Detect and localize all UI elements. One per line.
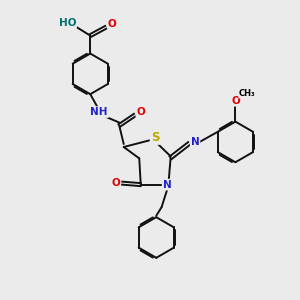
Text: CH₃: CH₃ bbox=[239, 89, 256, 98]
Text: N: N bbox=[163, 180, 171, 190]
Text: NH: NH bbox=[91, 107, 108, 117]
Text: N: N bbox=[191, 137, 200, 147]
Text: O: O bbox=[108, 19, 117, 29]
Text: O: O bbox=[231, 96, 240, 106]
Text: HO: HO bbox=[58, 18, 76, 28]
Text: O: O bbox=[111, 178, 120, 188]
Text: O: O bbox=[136, 107, 145, 117]
Text: S: S bbox=[151, 131, 159, 144]
